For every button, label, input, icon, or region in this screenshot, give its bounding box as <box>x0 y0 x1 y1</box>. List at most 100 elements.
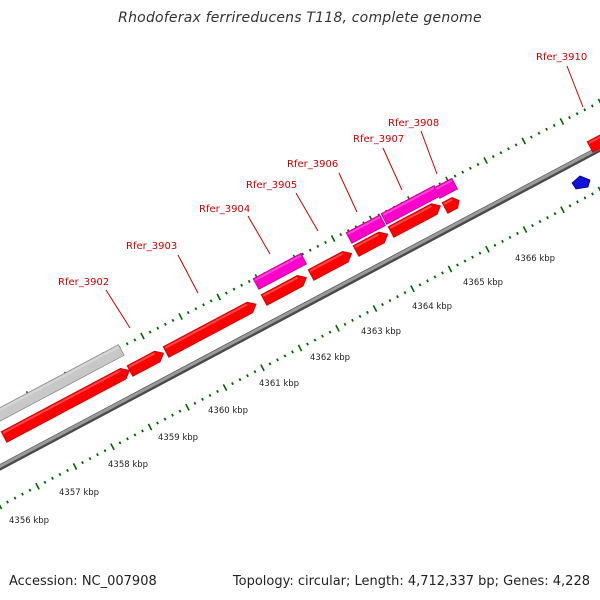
major-tick <box>559 118 565 125</box>
minor-tick <box>576 200 579 204</box>
minor-tick <box>194 307 198 311</box>
major-tick <box>140 332 145 340</box>
gene-arrow-rfer-3905-body <box>260 275 307 306</box>
blue-feature-body <box>571 175 591 190</box>
gene-arrow-rfer-3908 <box>387 203 441 238</box>
minor-tick <box>133 433 137 437</box>
minor-tick <box>171 318 175 322</box>
kbp-label-4362: 4362 kbp <box>310 353 350 363</box>
highlight-gene-rfer-3908-highlight <box>435 179 453 190</box>
minor-tick <box>118 441 122 445</box>
gene-label-rfer-3905[interactable]: Rfer_3905 <box>246 180 297 191</box>
genome-summary-text: Topology: circular; Length: 4,712,337 bp… <box>232 574 590 589</box>
minor-tick <box>552 123 556 127</box>
minor-tick <box>516 231 519 236</box>
minor-tick <box>403 291 407 295</box>
minor-tick <box>491 155 495 159</box>
minor-tick <box>247 279 251 283</box>
minor-tick <box>28 488 32 492</box>
gene-label-rfer-3908[interactable]: Rfer_3908 <box>388 118 439 129</box>
minor-tick <box>316 244 320 248</box>
major-tick <box>216 293 222 301</box>
minor-tick <box>366 310 369 315</box>
kbp-label-4359: 4359 kbp <box>158 433 198 443</box>
minor-tick <box>590 104 594 108</box>
blue-feature <box>571 175 591 190</box>
major-tick <box>185 403 190 411</box>
minor-tick <box>232 287 236 291</box>
major-tick <box>222 384 228 391</box>
minor-tick <box>418 283 422 287</box>
kbp-label-4357: 4357 kbp <box>59 488 99 498</box>
gene-arrow-rfer-3905-highlight <box>262 276 298 297</box>
minor-tick <box>88 457 92 461</box>
minor-tick <box>508 235 512 239</box>
major-tick <box>521 137 527 145</box>
major-tick <box>147 423 153 431</box>
genome-title: Rhodoferax ferrireducens T118, complete … <box>118 10 482 26</box>
minor-tick <box>358 314 362 318</box>
minor-tick <box>301 252 305 256</box>
minor-tick <box>66 468 69 473</box>
minor-tick <box>193 401 197 405</box>
minor-tick <box>396 295 399 299</box>
highlight-gene-rfer-3906-body <box>345 214 386 244</box>
minor-tick <box>268 362 272 366</box>
kbp-label-4364: 4364 kbp <box>412 302 452 312</box>
major-tick <box>597 186 600 192</box>
minor-tick <box>478 251 482 255</box>
gene-label-rfer-3910[interactable]: Rfer_3910 <box>536 52 587 63</box>
gene-arrow-rfer-3903a-body <box>126 350 165 377</box>
minor-tick <box>103 449 107 453</box>
minor-tick <box>529 135 533 139</box>
minor-tick <box>463 259 467 263</box>
minor-tick <box>51 476 54 480</box>
major-tick <box>522 226 528 233</box>
minor-tick <box>126 437 129 441</box>
minor-tick <box>433 275 437 279</box>
gene-label-rfer-3902[interactable]: Rfer_3902 <box>58 277 109 288</box>
minor-tick <box>426 279 429 283</box>
gene-label-rfer-3903[interactable]: Rfer_3903 <box>126 241 177 252</box>
gene-label-rfer-3904[interactable]: Rfer_3904 <box>199 204 250 215</box>
minor-tick <box>308 248 312 252</box>
major-tick <box>447 265 453 273</box>
minor-tick <box>583 196 587 200</box>
kbp-label-4365: 4365 kbp <box>463 278 503 288</box>
minor-tick <box>163 417 167 421</box>
minor-tick <box>538 220 542 224</box>
minor-tick <box>306 342 309 346</box>
gene-arrow-rfer-3906 <box>307 250 353 281</box>
minor-tick <box>141 429 144 433</box>
gene-arrow-rfer-3902 <box>0 367 130 443</box>
minor-tick <box>476 162 480 166</box>
gene-arrow-rfer-3908-highlight <box>389 205 432 229</box>
minor-tick <box>339 233 343 237</box>
minor-tick <box>568 116 571 120</box>
minor-tick <box>21 492 24 496</box>
major-tick <box>410 285 415 293</box>
minor-tick <box>246 374 249 378</box>
gene-arrow-rfer-3908-body <box>387 203 441 238</box>
kbp-label-4356: 4356 kbp <box>9 516 49 526</box>
gene-label-rfer-3907[interactable]: Rfer_3907 <box>353 134 404 145</box>
minor-tick <box>324 240 327 244</box>
minor-tick <box>202 303 205 307</box>
major-tick <box>110 443 115 451</box>
major-tick <box>330 235 336 242</box>
gene-arrow-rfer-3907 <box>352 231 389 257</box>
gene-callouts <box>105 65 584 329</box>
highlight-gene-rfer-3904-highlight <box>254 254 302 281</box>
major-tick <box>72 463 78 470</box>
minor-tick <box>553 212 557 216</box>
minor-tick <box>456 263 459 267</box>
major-tick <box>597 98 600 104</box>
gene-label-rfer-3906[interactable]: Rfer_3906 <box>287 159 338 170</box>
major-tick <box>335 324 340 332</box>
minor-tick <box>453 174 457 178</box>
callout-line <box>382 147 403 191</box>
callout-line <box>105 289 131 329</box>
major-tick <box>0 504 3 510</box>
minor-tick <box>186 311 190 315</box>
